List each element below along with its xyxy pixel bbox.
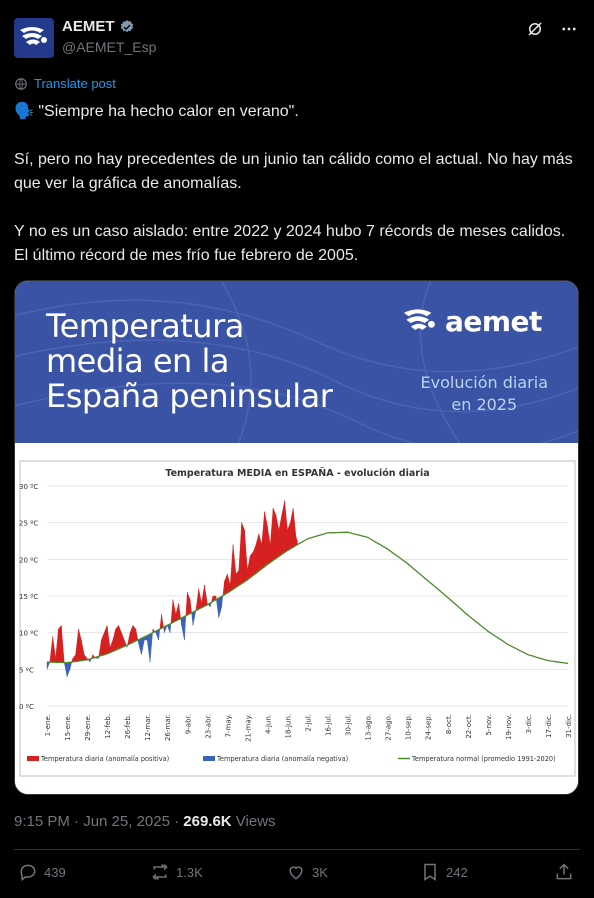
x-tick-label: 12-feb. <box>104 714 112 739</box>
post-paragraph-3: Y no es un caso aislado: entre 2022 y 20… <box>14 223 566 264</box>
repost-button[interactable]: 1.3K <box>150 862 203 882</box>
y-tick-label: 10 ºC <box>19 630 38 638</box>
banner-contour-lines <box>15 281 578 443</box>
chart-svg: Temperatura MEDIA en ESPAÑA - evolución … <box>19 460 576 777</box>
repost-count: 1.3K <box>176 864 203 880</box>
chart-frame <box>19 460 576 777</box>
x-tick-label: 27-ago. <box>385 714 393 741</box>
temperature-chart: Temperatura MEDIA en ESPAÑA - evolución … <box>15 443 578 794</box>
y-tick-label: 25 ºC <box>19 520 38 528</box>
bookmark-button[interactable]: 242 <box>420 862 468 882</box>
share-button[interactable] <box>554 862 574 882</box>
banner-subtitle: Evolución diaria en 2025 <box>421 372 548 416</box>
banner-title-line-1: Temperatura <box>46 307 244 345</box>
post-image[interactable]: Temperatura media en la España peninsula… <box>14 280 579 795</box>
normal-temperature-line <box>46 531 569 665</box>
action-bar: 439 1.3K 3K 242 <box>14 862 580 886</box>
x-tick-label: 24-sep. <box>425 714 433 740</box>
x-tick-label: 26-feb. <box>124 714 132 739</box>
heart-icon <box>289 866 303 880</box>
speaking-head-emoji: 🗣️ <box>14 103 39 120</box>
legend-swatch <box>27 756 39 761</box>
x-tick-label: 17-dic. <box>545 714 553 738</box>
x-tick-label: 5-nov. <box>485 714 493 736</box>
legend-swatch <box>203 756 215 761</box>
divider <box>14 849 580 850</box>
account-handle[interactable]: @AEMET_Esp <box>62 39 157 55</box>
anomaly-positive <box>250 551 254 579</box>
logo-text: aemet <box>445 305 542 338</box>
x-tick-label: 19-nov. <box>505 714 513 740</box>
y-tick-label: 0 ºC <box>19 703 34 711</box>
more-icon[interactable] <box>560 20 578 38</box>
y-tick-label: 5 ºC <box>19 666 34 674</box>
verified-badge-icon <box>120 19 133 32</box>
x-tick-label: 10-sep. <box>405 714 413 740</box>
anomaly-positive <box>241 522 245 585</box>
x-tick-label: 18-jun. <box>284 714 292 738</box>
legend-label: Temperatura diaria (anomalía positiva) <box>40 755 169 763</box>
y-tick-label: 20 ºC <box>19 556 38 564</box>
x-tick-label: 3-dic. <box>525 714 533 733</box>
image-banner: Temperatura media en la España peninsula… <box>15 281 578 443</box>
x-tick-label: 13-ago. <box>365 714 373 741</box>
x-tick-label: 1-ene. <box>44 714 52 736</box>
x-tick-label: 31-dic. <box>565 714 573 738</box>
banner-title-line-2: media en la <box>46 342 229 380</box>
post-meta: 9:15 PM · Jun 25, 2025 · 269.6K Views <box>14 813 276 830</box>
x-tick-label: 21-may. <box>244 714 252 742</box>
x-tick-label: 16-jul. <box>325 714 333 736</box>
translate-post-link[interactable]: Translate post <box>14 76 116 91</box>
legend-label: Temperatura diaria (anomalía negativa) <box>216 755 348 763</box>
like-button[interactable]: 3K <box>286 862 328 882</box>
like-count: 3K <box>312 864 328 880</box>
x-tick-label: 7-may. <box>224 714 232 737</box>
banner-title: Temperatura media en la España peninsula… <box>46 307 333 415</box>
aemet-logo-icon <box>20 27 47 45</box>
y-tick-label: 15 ºC <box>19 593 38 601</box>
bookmark-icon <box>424 863 436 881</box>
bookmark-count: 242 <box>446 864 468 880</box>
anomaly-positive <box>58 624 62 663</box>
x-tick-label: 4-jun. <box>264 714 272 734</box>
x-tick-label: 29-ene. <box>84 714 92 741</box>
x-tick-label: 12-mar. <box>144 714 152 741</box>
x-tick-label: 9-abr. <box>184 714 192 734</box>
y-tick-label: 30 ºC <box>19 483 38 491</box>
reply-button[interactable]: 439 <box>18 862 66 882</box>
translate-icon <box>15 77 27 90</box>
repost-icon <box>152 863 168 881</box>
anomaly-positive <box>115 624 119 651</box>
banner-subtitle-line-2: en 2025 <box>451 395 518 414</box>
translate-label[interactable]: Translate post <box>34 76 116 91</box>
x-tick-label: 22-oct. <box>465 714 473 739</box>
x-tick-label: 26-mar. <box>164 714 172 741</box>
account-name[interactable]: AEMET <box>62 18 115 35</box>
x-tick-label: 23-abr. <box>204 714 212 739</box>
anomaly-positive <box>272 507 277 561</box>
x-tick-label: 30-jul. <box>345 714 353 736</box>
post-header: AEMET @AEMET_Esp <box>14 14 580 60</box>
reply-count: 439 <box>44 864 66 880</box>
banner-subtitle-line-1: Evolución diaria <box>420 373 548 392</box>
grok-icon[interactable] <box>526 20 544 38</box>
reply-icon <box>20 864 36 881</box>
x-tick-label: 15-ene. <box>64 714 72 741</box>
post-line-1: "Siempre ha hecho calor en verano". <box>38 103 299 120</box>
views-count: 269.6K <box>183 813 232 830</box>
banner-title-line-3: España peninsular <box>46 377 333 415</box>
aemet-logo: aemet <box>401 305 542 338</box>
aemet-logo-icon <box>404 308 435 330</box>
views-label: Views <box>231 813 276 830</box>
share-icon <box>556 863 572 880</box>
post-timestamp[interactable]: 9:15 PM · Jun 25, 2025 · <box>14 813 184 830</box>
legend-label: Temperatura normal (promedio 1991-2020) <box>411 755 556 763</box>
post-text: 🗣️ "Siempre ha hecho calor en verano". S… <box>14 100 574 292</box>
x-tick-label: 8-oct. <box>445 714 453 734</box>
chart-title: Temperatura MEDIA en ESPAÑA - evolución … <box>165 468 429 479</box>
post-paragraph-2: Sí, pero no hay precedentes de un junio … <box>14 151 573 192</box>
avatar[interactable] <box>14 18 54 58</box>
x-tick-label: 2-jul. <box>305 714 313 732</box>
